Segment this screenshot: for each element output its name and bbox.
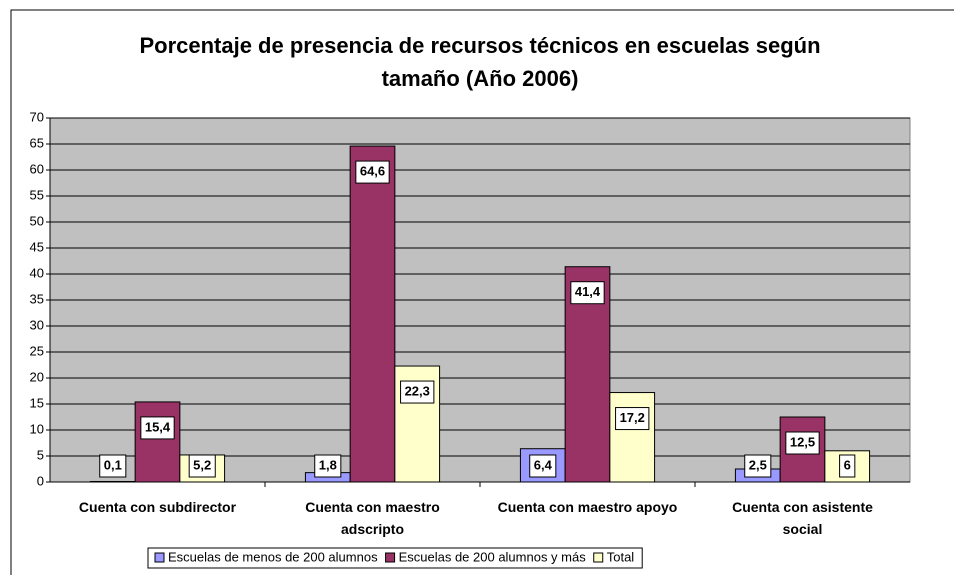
- value-label-text: 6: [844, 457, 851, 472]
- value-label-box: [355, 160, 390, 184]
- value-label: 2,5: [744, 454, 772, 478]
- value-label-text: 12,5: [790, 434, 815, 449]
- y-tick-label: 50: [30, 213, 44, 228]
- value-label-box: [188, 454, 216, 478]
- value-label-text: 2,5: [749, 457, 767, 472]
- x-tick-label: Cuenta con maestro apoyo: [498, 499, 678, 515]
- legend: Escuelas de menos de 200 alumnos Escuelas…: [147, 547, 643, 569]
- value-label-box: [140, 416, 175, 440]
- bar: [349, 145, 396, 483]
- y-tick-label: 45: [30, 239, 44, 254]
- value-label: 6,4: [529, 454, 557, 478]
- x-tick-label: Cuenta con subdirector: [79, 499, 237, 515]
- y-tick-label: 70: [30, 109, 44, 124]
- bar: [134, 401, 181, 483]
- value-label-text: 15,4: [145, 419, 171, 434]
- value-label: 41,4: [570, 281, 605, 305]
- value-label: 1,8: [314, 454, 342, 478]
- value-label-text: 17,2: [620, 410, 645, 425]
- legend-swatch: [593, 552, 604, 563]
- legend-label: Escuelas de menos de 200 alumnos: [168, 549, 378, 564]
- value-label: 12,5: [785, 431, 820, 455]
- legend-box: [147, 547, 643, 569]
- y-tick-label: 60: [30, 161, 44, 176]
- value-label-box: [99, 454, 127, 478]
- legend-label: Total: [607, 549, 635, 564]
- value-label-box: [615, 407, 650, 431]
- value-label-text: 1,8: [319, 457, 337, 472]
- value-label: 22,3: [400, 380, 435, 404]
- bar: [609, 392, 656, 483]
- y-tick-label: 40: [30, 265, 44, 280]
- value-label: 15,4: [140, 416, 175, 440]
- y-tick-label: 65: [30, 135, 44, 150]
- y-tick-label: 0: [37, 473, 44, 488]
- y-tick-label: 15: [30, 395, 44, 410]
- value-label: 0,1: [99, 454, 127, 478]
- legend-swatch: [385, 552, 396, 563]
- value-label: 5,2: [188, 454, 216, 478]
- value-label-text: 22,3: [405, 383, 430, 398]
- y-tick-label: 20: [30, 369, 44, 384]
- y-tick-label: 55: [30, 187, 44, 202]
- y-tick-label: 10: [30, 421, 44, 436]
- value-label: 6: [839, 454, 856, 478]
- value-label-text: 6,4: [534, 457, 553, 472]
- value-label-box: [744, 454, 772, 478]
- x-tick-label: Cuenta con maestro adscripto: [305, 499, 440, 537]
- x-tick-label: Cuenta con asistente social: [732, 499, 873, 537]
- value-label: 17,2: [615, 407, 650, 431]
- y-tick-label: 30: [30, 317, 44, 332]
- value-label-box: [529, 454, 557, 478]
- y-tick-label: 5: [37, 447, 44, 462]
- value-label-box: [400, 380, 435, 404]
- chart-title: Porcentaje de presencia de recursos técn…: [139, 33, 820, 91]
- y-tick-label: 35: [30, 291, 44, 306]
- value-label-box: [785, 431, 820, 455]
- value-label-text: 0,1: [104, 457, 122, 472]
- value-label-box: [570, 281, 605, 305]
- value-label-text: 41,4: [575, 284, 601, 299]
- value-label-text: 5,2: [193, 457, 211, 472]
- legend-swatch: [154, 552, 165, 563]
- value-label: 64,6: [355, 160, 390, 184]
- value-label-box: [839, 454, 856, 478]
- value-label-text: 64,6: [360, 164, 385, 179]
- legend-label: Escuelas de 200 alumnos y más: [399, 549, 587, 564]
- value-label-box: [314, 454, 342, 478]
- y-tick-label: 25: [30, 343, 44, 358]
